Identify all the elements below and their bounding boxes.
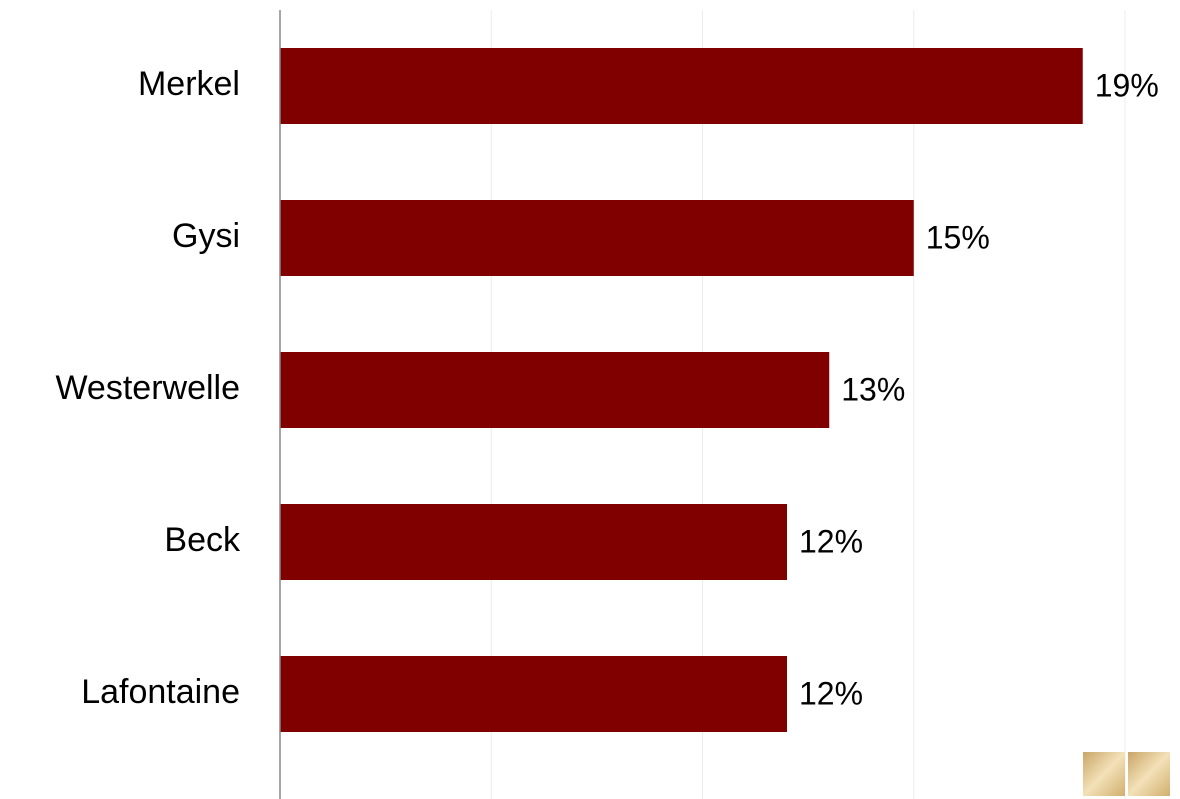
bar [280, 48, 1083, 124]
category-label: Westerwelle [55, 369, 240, 407]
value-label: 15% [926, 219, 990, 255]
bar [280, 504, 787, 580]
thumbnail [1083, 752, 1125, 796]
bar [280, 352, 830, 428]
value-label: 12% [799, 523, 863, 559]
thumbnail [1128, 752, 1170, 796]
category-label: Lafontaine [81, 673, 240, 711]
value-label: 19% [1095, 67, 1159, 103]
category-label: Merkel [138, 65, 240, 103]
bar [280, 200, 914, 276]
value-label: 13% [841, 371, 905, 407]
category-label: Gysi [172, 217, 240, 255]
bars [280, 48, 1083, 732]
bar [280, 656, 787, 732]
value-label: 12% [799, 675, 863, 711]
category-label: Beck [164, 521, 241, 559]
